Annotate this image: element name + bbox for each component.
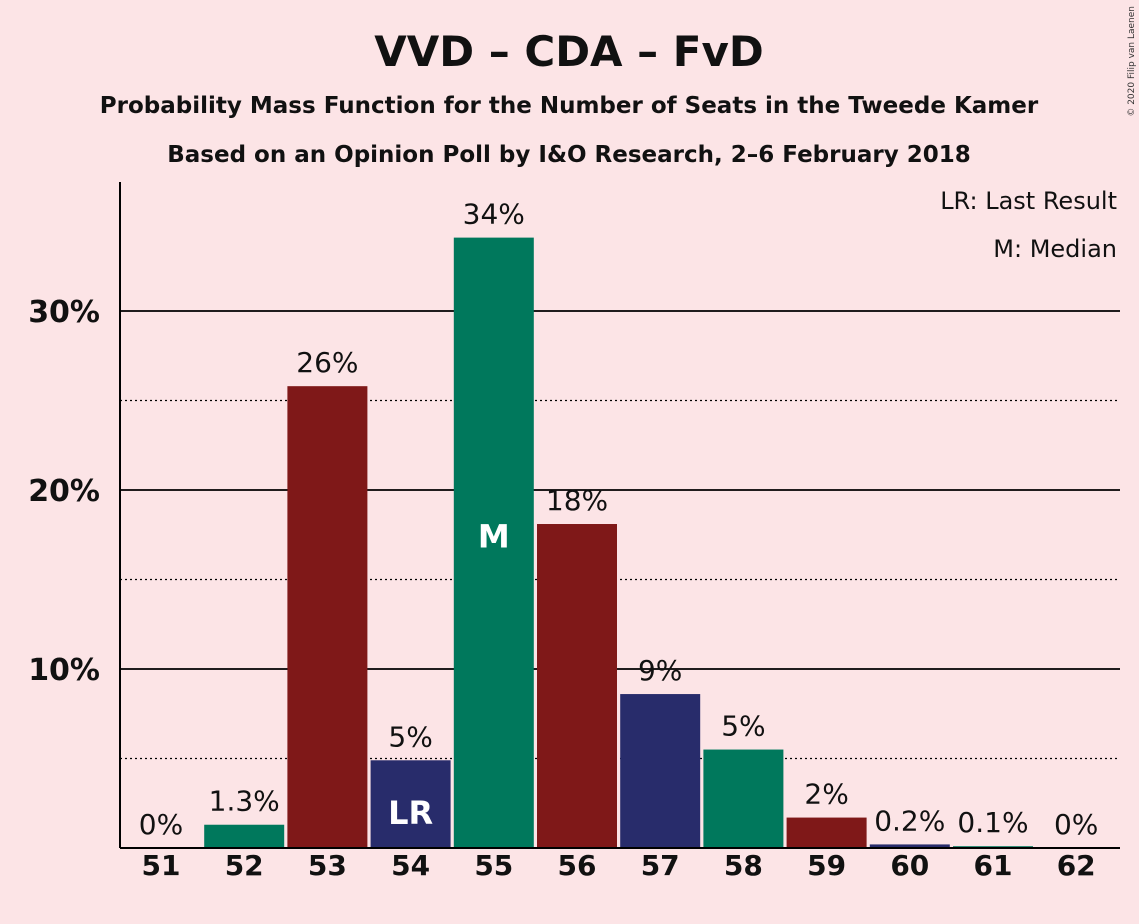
x-tick-label: 52: [225, 849, 264, 882]
bar-56: [537, 524, 617, 848]
data-label-56: 18%: [546, 484, 608, 517]
x-tick-label: 58: [724, 849, 763, 882]
x-tick-label: 55: [474, 849, 513, 882]
copyright-notice: © 2020 Filip van Laenen: [1127, 6, 1137, 117]
y-tick-label: 30%: [28, 295, 100, 330]
data-label-59: 2%: [804, 778, 848, 811]
x-tick-label: 54: [391, 849, 430, 882]
bar-58: [703, 749, 784, 848]
x-tick-label: 59: [807, 849, 846, 882]
data-label-51: 0%: [139, 808, 183, 841]
data-label-57: 9%: [638, 654, 682, 687]
x-axis-ticks: 51 52 53 54 55 56 57 58 59 60 61 62: [142, 849, 1096, 882]
x-tick-label: 53: [308, 849, 347, 882]
data-label-60: 0.2%: [874, 804, 945, 837]
chart-subtitle-line2: Based on an Opinion Poll by I&O Research…: [167, 142, 970, 168]
x-tick-label: 62: [1057, 849, 1096, 882]
y-axis-ticks: 10% 20% 30%: [28, 295, 100, 688]
bar-57: [620, 694, 701, 848]
bar-59: [786, 817, 867, 848]
x-tick-label: 57: [641, 849, 680, 882]
data-label-55: 34%: [463, 198, 525, 231]
x-tick-label: 61: [974, 849, 1013, 882]
bar-60: [869, 844, 950, 848]
data-label-62: 0%: [1054, 808, 1098, 841]
data-label-52: 1.3%: [209, 785, 280, 818]
bar-annotation-lr: LR: [388, 794, 433, 832]
bar-54: [370, 760, 451, 848]
gridlines: [120, 310, 1120, 760]
legend-median: M: Median: [993, 235, 1117, 263]
bar-53: [287, 386, 368, 848]
x-tick-label: 51: [142, 849, 181, 882]
chart-subtitle-line1: Probability Mass Function for the Number…: [100, 93, 1039, 119]
data-label-61: 0.1%: [957, 806, 1028, 839]
y-tick-label: 10%: [28, 653, 100, 688]
legend-last-result: LR: Last Result: [940, 187, 1117, 215]
x-tick-label: 60: [890, 849, 929, 882]
data-label-53: 26%: [296, 346, 358, 379]
data-labels: 0% 1.3% 26% 5% LR 34% M 18% 9% 5% 2% 0.2% 0.1% 0%: [139, 198, 1099, 841]
bar-52: [204, 824, 285, 848]
chart-title: VVD – CDA – FvD: [374, 27, 763, 76]
data-label-54: 5%: [388, 720, 432, 753]
bars: [204, 237, 1033, 849]
bar-annotation-m: M: [478, 517, 510, 555]
bar-55: [453, 237, 534, 849]
y-tick-label: 20%: [28, 474, 100, 509]
x-tick-label: 56: [558, 849, 597, 882]
data-label-58: 5%: [721, 710, 765, 743]
